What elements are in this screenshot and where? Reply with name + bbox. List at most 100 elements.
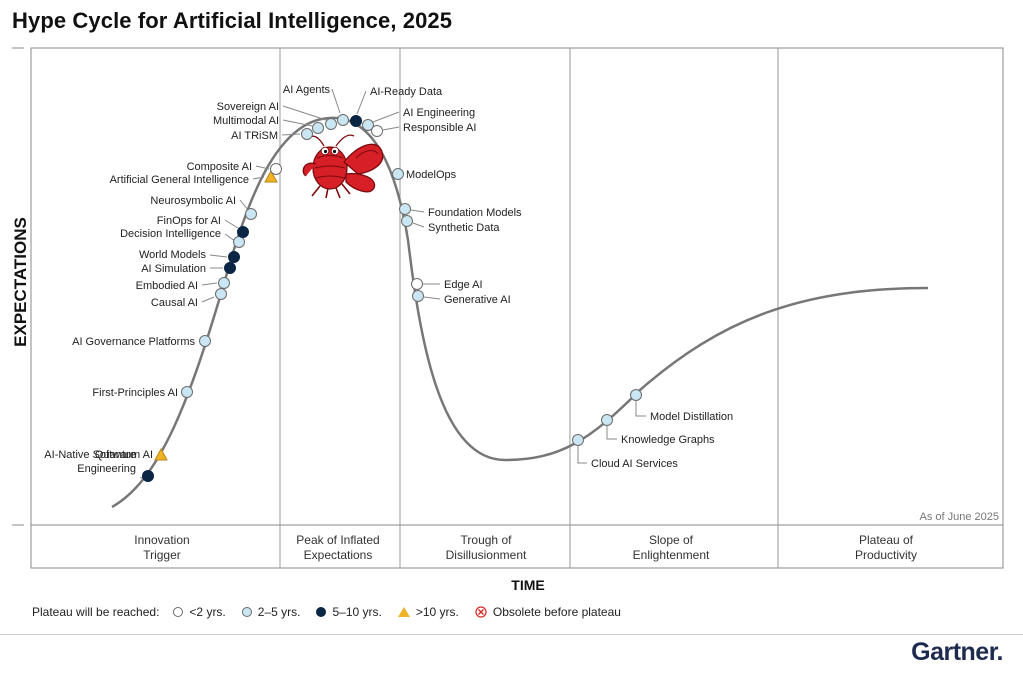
tech-label: Multimodal AI	[213, 115, 279, 127]
phase-label-line2: Expectations	[304, 548, 373, 562]
tech-neurosymbolic-ai: Neurosymbolic AI	[150, 195, 257, 220]
tech-causal-ai: Causal AI	[151, 288, 227, 309]
tech-edge-ai: Edge AI	[411, 278, 483, 291]
phase-label-line1: Peak of Inflated	[296, 533, 379, 547]
tech-modelops: ModelOps	[392, 168, 457, 181]
tech-label: Quantum AI	[95, 449, 153, 461]
tech-label: Decision Intelligence	[120, 228, 221, 240]
phase-label-line1: Trough of	[461, 533, 513, 547]
as-of-note: As of June 2025	[919, 511, 999, 523]
tech-label: Generative AI	[444, 294, 511, 306]
circle-marker-icon	[301, 128, 313, 140]
footer-divider	[0, 634, 1023, 635]
leader-line	[382, 126, 400, 131]
phase-label-line2: Trigger	[143, 548, 181, 562]
tech-label: Engineering	[77, 463, 136, 475]
tech-label: Sovereign AI	[217, 101, 279, 113]
leader-line	[209, 254, 228, 258]
leader-line	[577, 446, 587, 464]
tech-label: Foundation Models	[428, 207, 522, 219]
phase-label-line1: Slope of	[649, 533, 694, 547]
tech-label: Artificial General Intelligence	[110, 174, 249, 186]
legend-label-lt2: <2 yrs.	[189, 605, 226, 619]
tech-ai-trism: AI TRiSM	[231, 128, 313, 142]
phase-label-line1: Plateau of	[859, 533, 914, 547]
circle-marker-icon	[411, 278, 423, 290]
tech-multimodal-ai: Multimodal AI	[213, 115, 324, 134]
circle-marker-icon	[237, 226, 249, 238]
legend-light-blue-circle-icon	[241, 607, 252, 617]
tech-sovereign-ai: Sovereign AI	[217, 101, 337, 130]
tech-ai-simulation: AI Simulation	[141, 262, 236, 275]
tech-responsible-ai: Responsible AI	[371, 122, 476, 137]
tech-label: Causal AI	[151, 297, 198, 309]
leader-line	[372, 111, 400, 123]
leader-line	[255, 165, 270, 170]
legend-label-5to10: 5–10 yrs.	[332, 605, 382, 619]
tech-synthetic-data: Synthetic Data	[401, 215, 500, 234]
tech-label: AI Engineering	[403, 107, 475, 119]
phase-label-line1: Innovation	[134, 533, 189, 547]
legend-item-5to10: 5–10 yrs.	[316, 605, 382, 619]
circle-marker-icon	[270, 163, 282, 175]
circle-marker-icon	[401, 215, 413, 227]
tech-embodied-ai: Embodied AI	[136, 277, 230, 292]
chart-title: Hype Cycle for Artificial Intelligence, …	[12, 8, 453, 33]
tech-label: Synthetic Data	[428, 222, 500, 234]
tech-label: AI-Native Software	[44, 449, 136, 461]
tech-ai-agents: AI Agents	[283, 84, 349, 126]
legend-prefix: Plateau will be reached:	[32, 605, 160, 619]
leader-line	[410, 209, 425, 213]
circle-marker-icon	[572, 434, 584, 446]
tech-label: AI TRiSM	[231, 130, 278, 142]
tech-label: Composite AI	[187, 161, 252, 173]
triangle-marker-icon	[264, 169, 278, 183]
x-axis-title: TIME	[511, 577, 544, 593]
circle-marker-icon	[350, 115, 362, 127]
circle-marker-icon	[218, 277, 230, 289]
tech-ai-governance-platforms: AI Governance Platforms	[72, 335, 211, 348]
tech-composite-ai: Composite AI	[187, 161, 282, 175]
leader-line	[412, 222, 425, 228]
tech-finops-for-ai: FinOps for AI	[157, 215, 249, 238]
leader-line	[635, 401, 646, 417]
tech-label: ModelOps	[406, 169, 457, 181]
tech-decision-intelligence: Decision Intelligence	[120, 228, 245, 248]
tech-quantum-ai: Quantum AI	[95, 447, 168, 461]
circle-marker-icon	[601, 414, 613, 426]
circle-marker-icon	[181, 386, 193, 398]
legend-white-circle-icon	[173, 607, 184, 617]
legend-obsolete-x-icon	[475, 606, 487, 618]
y-axis-title: EXPECTATIONS	[11, 217, 30, 347]
circle-marker-icon	[215, 288, 227, 300]
legend-item-gt10: >10 yrs.	[397, 605, 459, 619]
legend-label-2to5: 2–5 yrs.	[257, 605, 301, 619]
tech-label: Knowledge Graphs	[621, 434, 715, 446]
leader-line	[239, 199, 249, 211]
circle-marker-icon	[224, 262, 236, 274]
leader-line	[224, 233, 236, 242]
plot-frame	[30, 47, 1004, 569]
leader-line	[281, 133, 301, 136]
legend-item-2to5: 2–5 yrs.	[241, 605, 301, 619]
tech-ai-native-software-engineering: AI-Native Software Engineering	[44, 449, 154, 482]
phase-label-line2: Disillusionment	[446, 548, 527, 562]
tech-label: FinOps for AI	[157, 215, 221, 227]
circle-marker-icon	[371, 125, 383, 137]
leader-line	[201, 296, 215, 303]
tech-foundation-models: Foundation Models	[399, 203, 522, 219]
tech-cloud-ai-services: Cloud AI Services	[572, 434, 678, 470]
tech-world-models: World Models	[139, 249, 240, 263]
circle-marker-icon	[325, 118, 337, 130]
leader-line	[201, 282, 218, 286]
circle-marker-icon	[245, 208, 257, 220]
technology-markers: AI-Native Software Engineering Quantum AI F…	[44, 84, 733, 482]
leader-line	[606, 426, 617, 440]
leader-line	[356, 90, 367, 115]
circle-marker-icon	[362, 119, 374, 131]
leader-line	[331, 88, 341, 114]
leader-line	[224, 219, 239, 229]
legend-item-obsolete: Obsolete before plateau	[475, 605, 621, 619]
tech-label: World Models	[139, 249, 207, 261]
legend-dark-blue-circle-icon	[316, 607, 327, 617]
